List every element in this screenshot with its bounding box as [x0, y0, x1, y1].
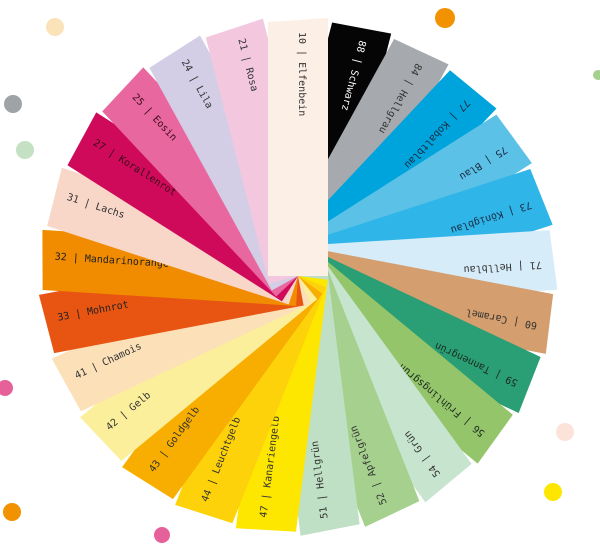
decorative-dot [154, 527, 170, 543]
decorative-dot [3, 503, 21, 521]
swatch-strip: 10 | Elfenbein [268, 18, 328, 276]
decorative-dot [0, 380, 13, 396]
decorative-dot [593, 70, 600, 80]
decorative-dots [0, 8, 600, 543]
decorative-dot [435, 8, 455, 28]
decorative-dot [4, 95, 22, 113]
decorative-dot [46, 18, 64, 36]
swatch-color [268, 18, 328, 276]
decorative-dot [556, 423, 574, 441]
decorative-dot [544, 483, 562, 501]
swatch-label: 10 | Elfenbein [296, 32, 307, 116]
swatch-label: 71 | Hellblau [463, 259, 542, 275]
decorative-dot [16, 141, 34, 159]
